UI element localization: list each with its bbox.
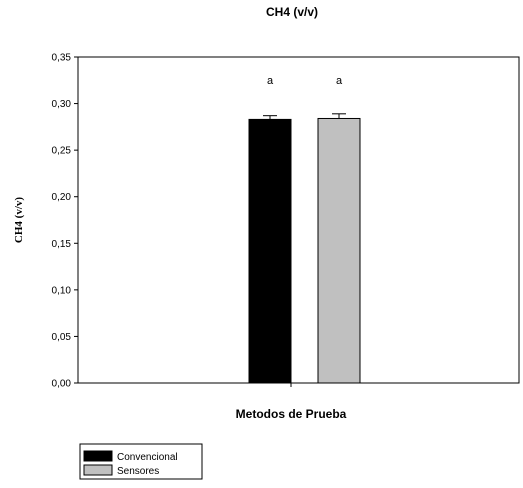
y-tick-label: 0,05 xyxy=(52,332,72,343)
y-tick-label: 0,30 xyxy=(52,99,72,110)
bar-sensores xyxy=(317,117,361,384)
y-tick-label: 0,00 xyxy=(52,379,72,390)
chart-title: CH4 (v/v) xyxy=(266,5,318,19)
y-tick-label: 0,10 xyxy=(52,285,72,296)
y-tick-label: 0,20 xyxy=(52,192,72,203)
legend-label-sensores: Sensores xyxy=(117,466,159,477)
y-axis-label: CH4 (v/v) xyxy=(13,197,25,243)
x-axis-label: Metodos de Prueba xyxy=(236,407,347,421)
plot-frame xyxy=(77,56,520,384)
y-axis: 0,00 0,05 0,10 0,15 0,20 0,25 0,30 0,35 xyxy=(52,53,78,390)
legend-swatch-sensores xyxy=(83,464,113,476)
significance-label: a xyxy=(336,75,343,87)
plot-area xyxy=(77,56,520,384)
significance-label: a xyxy=(267,75,274,87)
bars xyxy=(248,113,361,384)
legend-swatch-convencional xyxy=(83,450,113,462)
y-tick-label: 0,35 xyxy=(52,53,72,64)
y-tick-label: 0,15 xyxy=(52,239,72,250)
y-tick-label: 0,25 xyxy=(52,146,72,157)
legend: Convencional Sensores xyxy=(79,443,203,480)
bar-convencional xyxy=(248,118,292,384)
legend-label-convencional: Convencional xyxy=(117,452,178,463)
